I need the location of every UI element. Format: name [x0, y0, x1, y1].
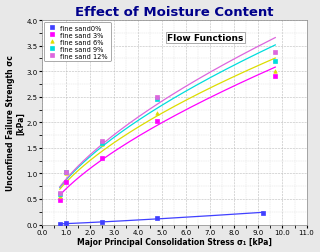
fine sand0% — [156, 217, 159, 220]
Line: fine sand0%: fine sand0% — [58, 212, 265, 226]
fine sand 12% — [100, 140, 104, 143]
fine sand 12% — [273, 51, 277, 54]
Line: fine sand 9%: fine sand 9% — [58, 60, 277, 196]
fine sand0% — [261, 212, 265, 215]
fine sand 6% — [273, 70, 277, 73]
fine sand 3% — [273, 76, 277, 79]
Line: fine sand 12%: fine sand 12% — [58, 51, 277, 195]
X-axis label: Major Principal Consolidation Stress σ₁ [kPa]: Major Principal Consolidation Stress σ₁ … — [77, 237, 272, 246]
fine sand 12% — [58, 192, 62, 195]
fine sand 3% — [64, 181, 68, 184]
Title: Effect of Moisture Content: Effect of Moisture Content — [75, 6, 273, 18]
fine sand0% — [64, 222, 68, 225]
fine sand 3% — [58, 199, 62, 202]
Text: Flow Functions: Flow Functions — [167, 34, 244, 43]
fine sand 3% — [100, 157, 104, 160]
fine sand 9% — [156, 98, 159, 101]
fine sand0% — [58, 223, 62, 226]
Legend: fine sand0%, fine sand 3%, fine sand 6%, fine sand 9%, fine sand 12%: fine sand0%, fine sand 3%, fine sand 6%,… — [44, 23, 111, 62]
fine sand 9% — [64, 171, 68, 174]
fine sand 12% — [64, 171, 68, 174]
fine sand0% — [100, 220, 104, 224]
Line: fine sand 6%: fine sand 6% — [58, 70, 277, 198]
fine sand 6% — [64, 172, 68, 175]
Line: fine sand 3%: fine sand 3% — [58, 75, 277, 202]
fine sand 3% — [156, 120, 159, 123]
fine sand 12% — [156, 96, 159, 99]
fine sand 9% — [273, 60, 277, 63]
fine sand 6% — [100, 143, 104, 146]
fine sand 9% — [100, 142, 104, 145]
fine sand 6% — [58, 195, 62, 198]
fine sand 6% — [156, 112, 159, 115]
fine sand 9% — [58, 193, 62, 196]
Y-axis label: Unconfined Failure Strength σc
[kPa]: Unconfined Failure Strength σc [kPa] — [5, 55, 25, 191]
